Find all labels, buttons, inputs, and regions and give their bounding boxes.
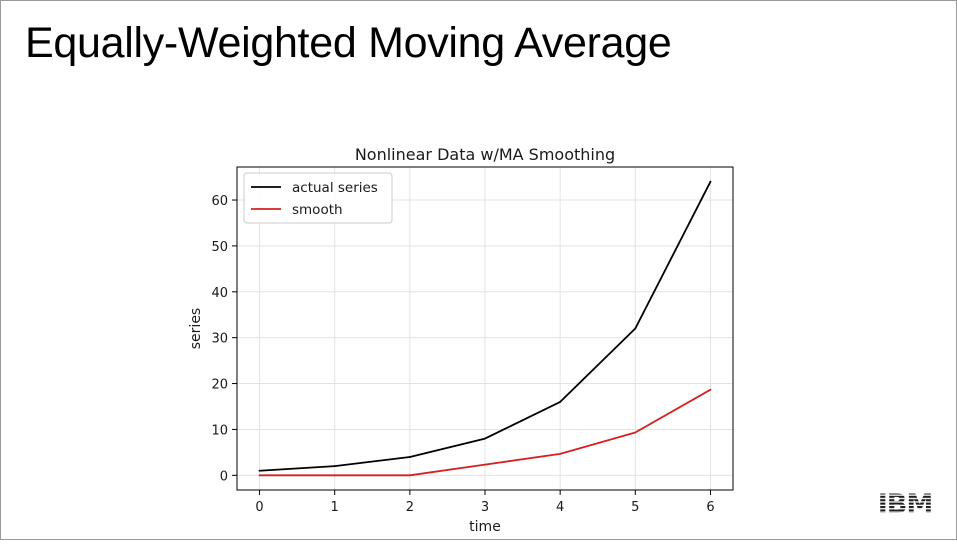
series-lines xyxy=(258,180,712,477)
y-axis-label: series xyxy=(188,308,204,349)
y-tick-label: 40 xyxy=(211,286,228,301)
y-tick-label: 0 xyxy=(220,469,228,484)
legend-label: actual series xyxy=(292,180,378,196)
data-point xyxy=(258,474,261,477)
y-tick-label: 50 xyxy=(211,240,228,255)
data-point xyxy=(709,388,712,391)
data-point xyxy=(333,474,336,477)
data-point xyxy=(634,327,637,330)
data-point xyxy=(408,456,411,458)
y-tick-label: 20 xyxy=(211,378,228,393)
data-point xyxy=(559,401,562,403)
legend-label: smooth xyxy=(292,202,343,218)
legend: actual series smooth xyxy=(243,172,393,224)
x-tick-label: 2 xyxy=(406,500,414,515)
chart-title: Nonlinear Data w/MA Smoothing xyxy=(355,145,615,164)
ibm-logo-text: IBM xyxy=(878,489,933,515)
y-tick-label: 10 xyxy=(211,423,228,438)
y-tick-label: 60 xyxy=(211,194,228,209)
slide-title: Equally-Weighted Moving Average xyxy=(25,19,672,67)
data-point xyxy=(709,180,712,183)
data-point xyxy=(559,452,562,455)
x-tick-label: 1 xyxy=(331,500,339,515)
data-point xyxy=(258,469,261,472)
x-tick-label: 4 xyxy=(556,500,564,515)
ibm-logo: IBM xyxy=(875,489,935,520)
y-tick-label: 30 xyxy=(211,332,228,347)
data-point xyxy=(484,463,486,466)
data-point xyxy=(408,474,411,477)
ibm-logo-icon: IBM xyxy=(878,489,934,520)
x-tick-label: 6 xyxy=(706,500,714,515)
data-point xyxy=(333,465,336,468)
x-tick-label: 3 xyxy=(481,500,489,515)
legend-box xyxy=(243,172,393,224)
x-tick-label: 0 xyxy=(255,500,263,515)
x-axis-label: time xyxy=(469,519,501,535)
data-point xyxy=(634,431,637,434)
data-point xyxy=(484,437,486,440)
x-tick-label: 5 xyxy=(631,500,639,515)
